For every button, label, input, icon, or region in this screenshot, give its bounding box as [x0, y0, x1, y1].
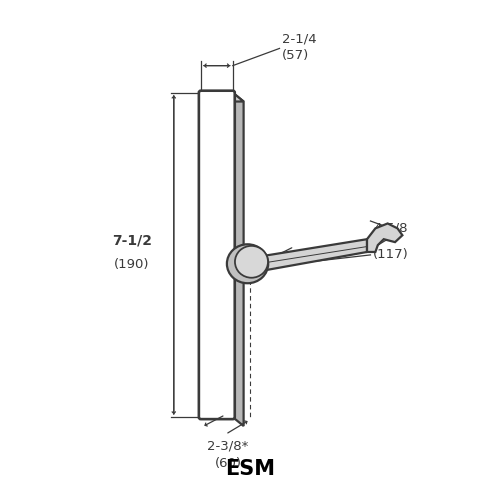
Ellipse shape [227, 244, 268, 283]
Text: (117): (117) [373, 248, 408, 262]
Polygon shape [233, 92, 243, 426]
Polygon shape [367, 224, 402, 252]
Polygon shape [258, 239, 367, 272]
Polygon shape [201, 92, 244, 102]
Text: ESM: ESM [225, 459, 275, 479]
Text: (60): (60) [214, 458, 242, 470]
Text: 2-1/4: 2-1/4 [282, 32, 316, 45]
Text: 4-5/8: 4-5/8 [373, 222, 408, 235]
Text: (57): (57) [282, 50, 309, 62]
Text: 7-1/2: 7-1/2 [112, 233, 152, 247]
Text: (190): (190) [114, 258, 150, 271]
FancyBboxPatch shape [199, 90, 235, 419]
Text: 2-3/8*: 2-3/8* [207, 440, 248, 452]
Ellipse shape [235, 246, 268, 278]
